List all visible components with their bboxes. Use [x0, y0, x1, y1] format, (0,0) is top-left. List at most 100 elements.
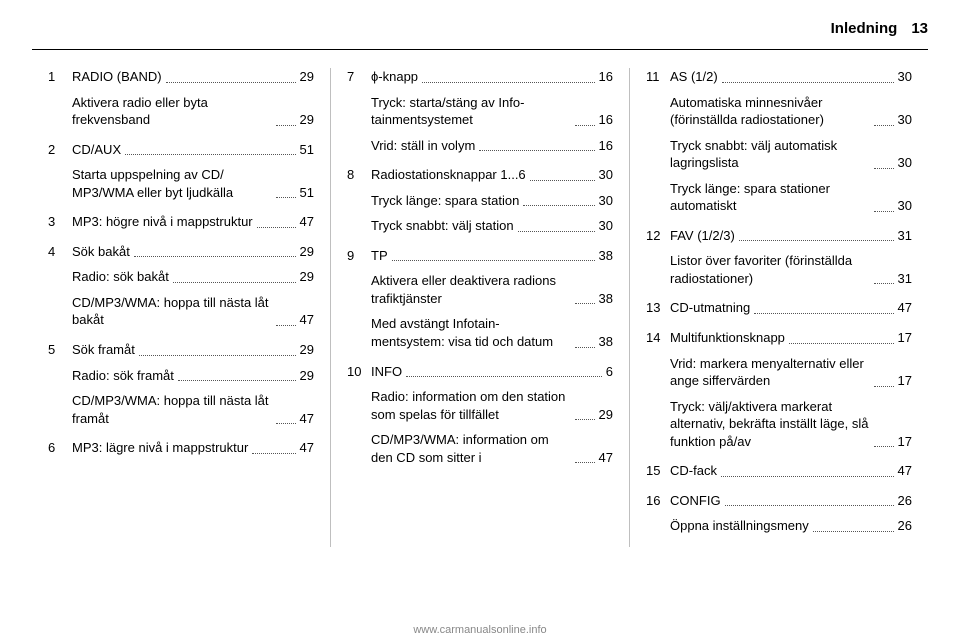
- toc-leader-dots: [276, 325, 296, 326]
- toc-entry: 12FAV (1/2/3)31Listor över favoriter (fö…: [646, 227, 912, 288]
- toc-entry-number: 16: [646, 492, 670, 510]
- toc-subentry-label: Radio: sök bakåt: [72, 268, 169, 286]
- toc-entry-page: 16: [599, 68, 613, 86]
- toc-entry-page: 26: [898, 492, 912, 510]
- section-title: Inledning: [831, 20, 898, 37]
- toc-subentry-page: 38: [599, 333, 613, 351]
- toc-leader-dots: [575, 419, 595, 420]
- toc-subentry-page: 29: [300, 111, 314, 129]
- toc-subentry: Radio: information om den station som sp…: [347, 388, 613, 423]
- page-number: 13: [911, 20, 928, 37]
- toc-subentry: CD/MP3/WMA: information om den CD som si…: [347, 431, 613, 466]
- toc-subentry-label: CD/MP3/WMA: information om den CD som si…: [371, 431, 571, 466]
- toc-subentry-label: Tryck länge: spara station: [371, 192, 519, 210]
- toc-entry-number: 5: [48, 341, 72, 359]
- toc-entry-label: TP: [371, 247, 388, 265]
- toc-subentry-page: 47: [599, 449, 613, 467]
- toc-subentry-page: 47: [300, 410, 314, 428]
- toc-leader-dots: [874, 211, 894, 212]
- toc-entry: 11AS (1/2)30Automatiska minnesnivåer (fö…: [646, 68, 912, 215]
- toc-subentry-label: CD/MP3/WMA: hoppa till nästa låt framåt: [72, 392, 272, 427]
- toc-leader-dots: [125, 154, 295, 155]
- toc-entry: 2CD/AUX51Starta uppspelning av CD/ MP3/W…: [48, 141, 314, 202]
- toc-subentry-label: Tryck: välj/aktivera markerat alternativ…: [670, 398, 870, 451]
- toc-entry-label: RADIO (BAND): [72, 68, 162, 86]
- toc-subentry-label: Radio: information om den station som sp…: [371, 388, 571, 423]
- toc-subentry: Tryck länge: spara station30: [347, 192, 613, 210]
- toc-entry-label: MP3: lägre nivå i mappstruktur: [72, 439, 248, 457]
- toc-subentry-label: Tryck snabbt: välj station: [371, 217, 514, 235]
- toc-entry-label: CD/AUX: [72, 141, 121, 159]
- toc-leader-dots: [722, 82, 894, 83]
- toc-entry-page: 17: [898, 329, 912, 347]
- toc-entry: 4Sök bakåt29Radio: sök bakåt29CD/MP3/WMA…: [48, 243, 314, 329]
- toc-leader-dots: [530, 180, 595, 181]
- toc-subentry-row: Vrid: ställ in volym16: [347, 137, 613, 155]
- toc-leader-dots: [178, 380, 296, 381]
- toc-leader-dots: [575, 347, 595, 348]
- toc-entry: 8Radiostationsknappar 1...630 Tryck länge…: [347, 166, 613, 235]
- toc-entry-row: 8Radiostationsknappar 1...630: [347, 166, 613, 184]
- toc-subentry: Aktivera eller deaktivera radions trafik…: [347, 272, 613, 307]
- toc-leader-dots: [874, 283, 894, 284]
- toc-entry: 9TP38Aktivera eller deaktivera radions t…: [347, 247, 613, 351]
- toc-entry-row: 16CONFIG26: [646, 492, 912, 510]
- toc-leader-dots: [276, 423, 296, 424]
- toc-subentry-row: Automatiska minnesnivåer (förinställda r…: [646, 94, 912, 129]
- toc-entry-page: 30: [599, 166, 613, 184]
- toc-entry-label: Sök bakåt: [72, 243, 130, 261]
- toc-subentry-label: Med avstängt Infotain- mentsystem: visa …: [371, 315, 571, 350]
- toc-entry-label: AS (1/2): [670, 68, 718, 86]
- toc-entry-page: 29: [300, 68, 314, 86]
- toc-subentry-row: Starta uppspelning av CD/ MP3/WMA eller …: [48, 166, 314, 201]
- toc-subentry-label: CD/MP3/WMA: hoppa till nästa låt bakåt: [72, 294, 272, 329]
- toc-leader-dots: [518, 231, 595, 232]
- toc-subentry-row: Aktivera radio eller byta frekvensband 29: [48, 94, 314, 129]
- toc-entry-row: 6MP3: lägre nivå i mappstruktur47: [48, 439, 314, 457]
- toc-subentry: Radio: sök bakåt29: [48, 268, 314, 286]
- toc-entry: 7ϕ-knapp16Tryck: starta/stäng av Info- t…: [347, 68, 613, 154]
- toc-subentry: Starta uppspelning av CD/ MP3/WMA eller …: [48, 166, 314, 201]
- toc-subentry-page: 29: [300, 367, 314, 385]
- toc-leader-dots: [252, 453, 295, 454]
- toc-subentry: Tryck: välj/aktivera markerat alternativ…: [646, 398, 912, 451]
- toc-leader-dots: [874, 386, 894, 387]
- toc-subentry-page: 16: [599, 137, 613, 155]
- toc-entry-label: CD-utmatning: [670, 299, 750, 317]
- toc-subentry-label: Tryck: starta/stäng av Info- tainmentsys…: [371, 94, 571, 129]
- toc-entry: 3MP3: högre nivå i mappstruktur47: [48, 213, 314, 231]
- toc-entry-number: 12: [646, 227, 670, 245]
- toc-subentry-label: Tryck snabbt: välj automatisk lagringsli…: [670, 137, 870, 172]
- toc-entry-row: 12FAV (1/2/3)31: [646, 227, 912, 245]
- toc-entry-number: 1: [48, 68, 72, 86]
- toc-entry-number: 4: [48, 243, 72, 261]
- toc-subentry-label: Vrid: markera menyalternativ eller ange …: [670, 355, 870, 390]
- toc-leader-dots: [813, 531, 894, 532]
- toc-entry-number: 3: [48, 213, 72, 231]
- toc-subentry: Tryck: starta/stäng av Info- tainmentsys…: [347, 94, 613, 129]
- toc-entry-row: 3MP3: högre nivå i mappstruktur47: [48, 213, 314, 231]
- toc-entry-page: 47: [898, 462, 912, 480]
- toc-entry-page: 51: [300, 141, 314, 159]
- toc-entry: 15CD-fack47: [646, 462, 912, 480]
- toc-subentry-label: Radio: sök framåt: [72, 367, 174, 385]
- toc-subentry-page: 26: [898, 517, 912, 535]
- toc-subentry-page: 38: [599, 290, 613, 308]
- toc-subentry-row: CD/MP3/WMA: hoppa till nästa låt framåt 4…: [48, 392, 314, 427]
- header-rule: [32, 49, 928, 50]
- toc-entry-page: 29: [300, 341, 314, 359]
- toc-subentry: CD/MP3/WMA: hoppa till nästa låt bakåt47: [48, 294, 314, 329]
- toc-subentry-row: Tryck snabbt: välj station30: [347, 217, 613, 235]
- toc-subentry: Automatiska minnesnivåer (förinställda r…: [646, 94, 912, 129]
- toc-entry-page: 31: [898, 227, 912, 245]
- toc-leader-dots: [139, 355, 296, 356]
- page-header: Inledning 13: [32, 20, 928, 37]
- toc-leader-dots: [257, 227, 296, 228]
- toc-entry: 14Multifunktionsknapp17Vrid: markera men…: [646, 329, 912, 450]
- toc-subentry-row: Tryck länge: spara station30: [347, 192, 613, 210]
- toc-entry-row: 1RADIO (BAND) 29: [48, 68, 314, 86]
- toc-subentry-label: Aktivera radio eller byta frekvensband: [72, 94, 272, 129]
- toc-entry-number: 8: [347, 166, 371, 184]
- toc-leader-dots: [575, 303, 595, 304]
- toc-leader-dots: [739, 240, 894, 241]
